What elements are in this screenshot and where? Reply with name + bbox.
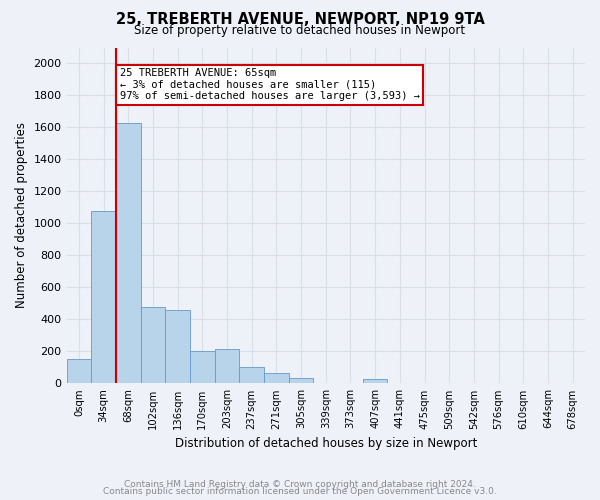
Text: 25, TREBERTH AVENUE, NEWPORT, NP19 9TA: 25, TREBERTH AVENUE, NEWPORT, NP19 9TA	[116, 12, 484, 26]
Bar	[190, 352, 215, 384]
X-axis label: Distribution of detached houses by size in Newport: Distribution of detached houses by size …	[175, 437, 477, 450]
Bar	[239, 368, 264, 384]
Bar	[140, 308, 165, 384]
Text: Size of property relative to detached houses in Newport: Size of property relative to detached ho…	[134, 24, 466, 37]
Text: Contains public sector information licensed under the Open Government Licence v3: Contains public sector information licen…	[103, 487, 497, 496]
Bar	[363, 378, 388, 384]
Bar	[264, 373, 289, 384]
Text: Contains HM Land Registry data © Crown copyright and database right 2024.: Contains HM Land Registry data © Crown c…	[124, 480, 476, 489]
Bar	[338, 382, 363, 384]
Bar	[165, 310, 190, 384]
Text: 25 TREBERTH AVENUE: 65sqm
← 3% of detached houses are smaller (115)
97% of semi-: 25 TREBERTH AVENUE: 65sqm ← 3% of detach…	[119, 68, 419, 102]
Y-axis label: Number of detached properties: Number of detached properties	[15, 122, 28, 308]
Bar	[91, 212, 116, 384]
Bar	[289, 378, 313, 384]
Bar	[67, 360, 91, 384]
Bar	[215, 349, 239, 384]
Bar	[313, 382, 338, 384]
Bar	[116, 124, 140, 384]
